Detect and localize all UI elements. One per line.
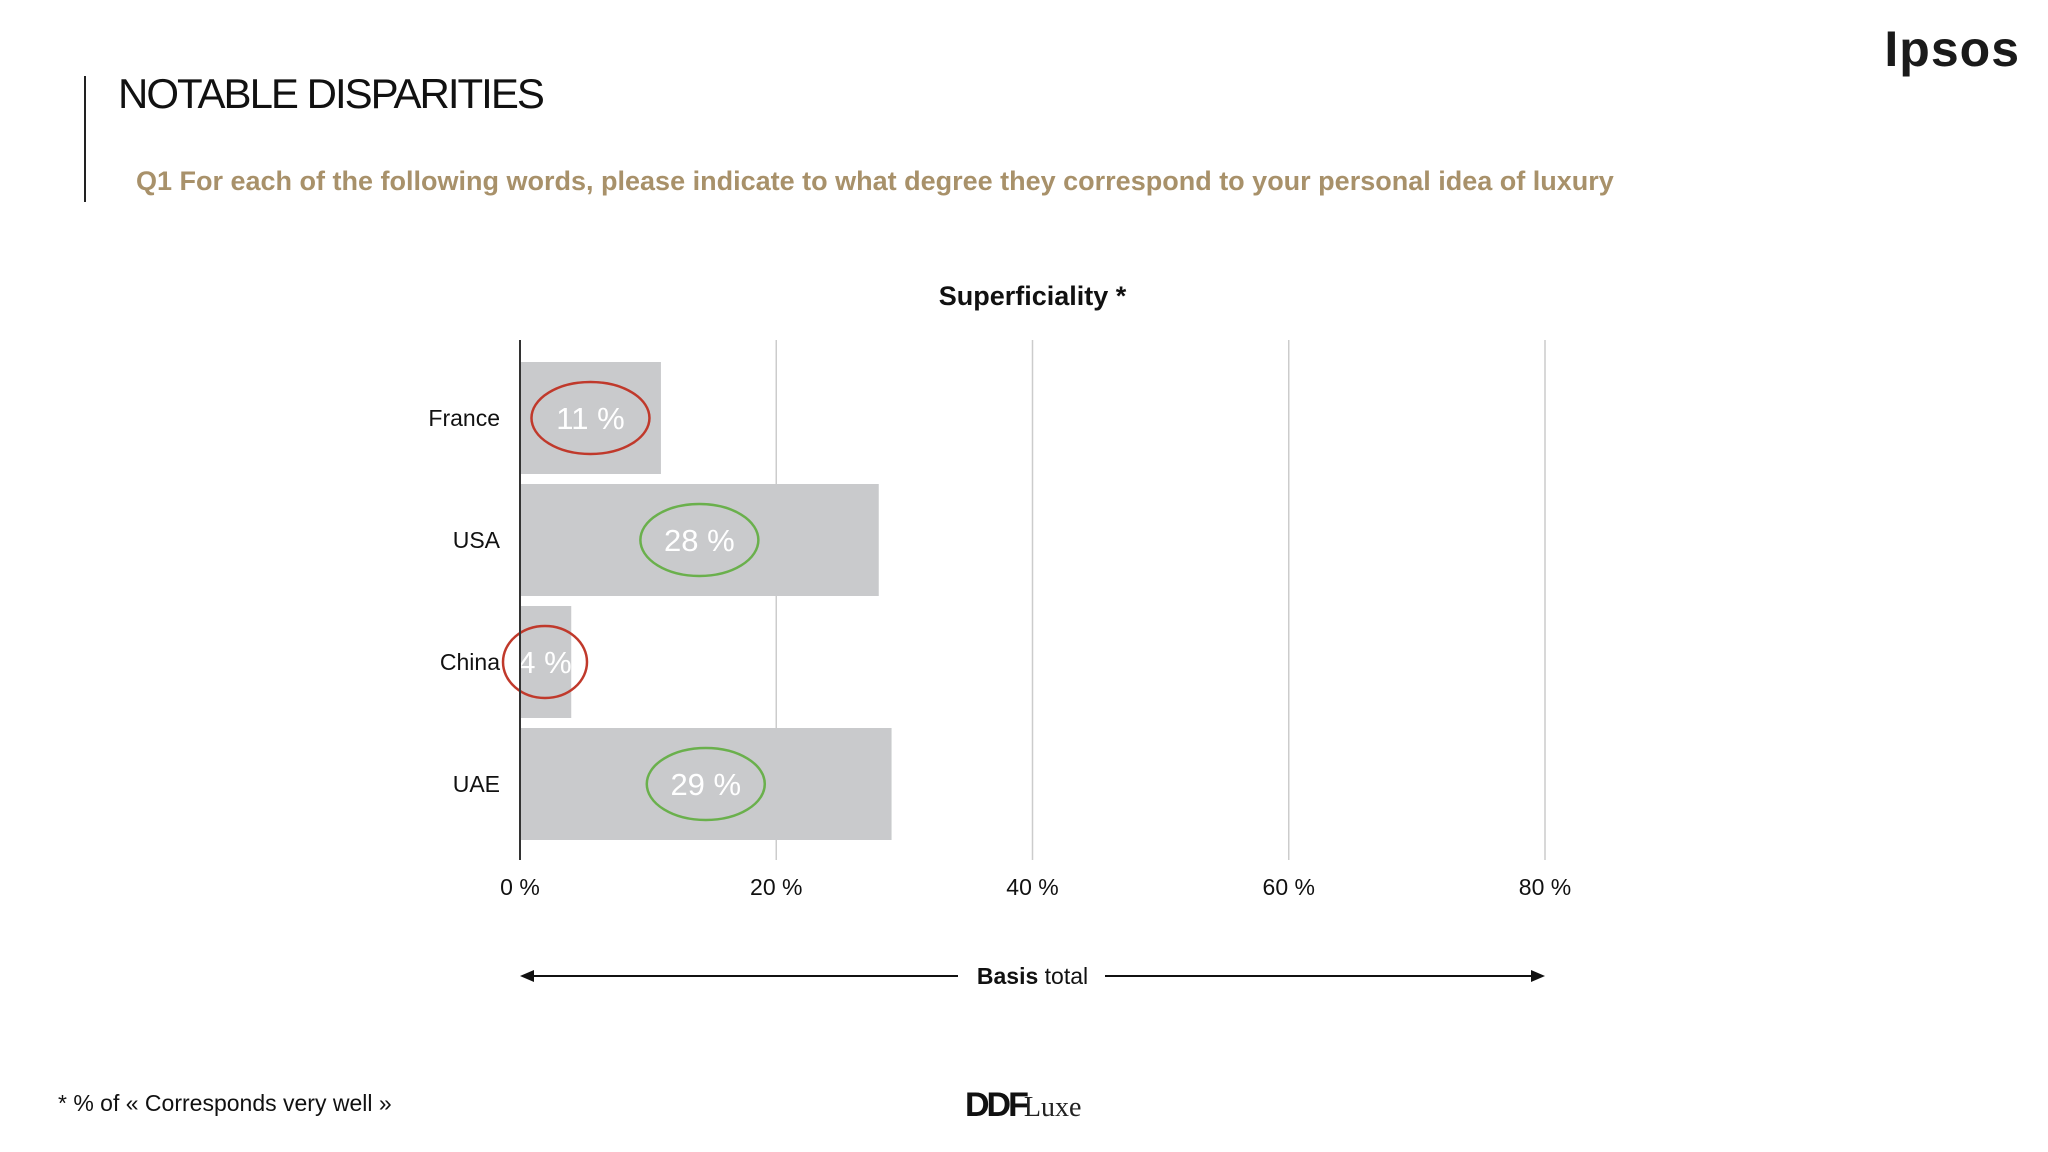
category-label: China [440,649,500,675]
basis-label-rest: total [1038,963,1088,989]
arrow-head-right [1531,970,1545,982]
highlight-circle [639,502,760,578]
bar-france [520,362,661,474]
category-label: USA [453,527,501,553]
tick-label: 0 % [500,874,540,900]
tick-label: 40 % [1006,874,1058,900]
brand-sub: Luxe [1023,1092,1082,1123]
question-subtitle: Q1 For each of the following words, plea… [136,166,1614,196]
category-label: France [428,405,500,431]
arrow-head-left [520,970,534,982]
basis-label: Basis total [977,963,1088,989]
value-label: 29 % [670,767,741,802]
value-label: 4 % [518,645,571,680]
highlight-circle [530,380,651,456]
ddf-luxe-logo: DDFLuxe [965,1086,1081,1125]
tick-label: 60 % [1263,874,1315,900]
value-label: 11 % [556,401,624,436]
footnote: * % of « Corresponds very well » [58,1090,392,1116]
ipsos-logo: Ipsos [1884,21,2020,77]
title-rule [84,76,86,202]
category-label: UAE [453,771,500,797]
brand-main: DDF [965,1086,1029,1124]
bar-usa [520,484,879,596]
page-title: NOTABLE DISPARITIES [118,70,545,117]
highlight-circle [501,624,589,700]
bar-uae [520,728,892,840]
bar-china [520,606,572,718]
tick-label: 20 % [750,874,802,900]
highlight-circle [645,746,767,822]
basis-label-bold: Basis [977,963,1038,989]
chart-title: Superficiality * [939,281,1127,311]
value-label: 28 % [664,523,735,558]
tick-label: 80 % [1519,874,1571,900]
